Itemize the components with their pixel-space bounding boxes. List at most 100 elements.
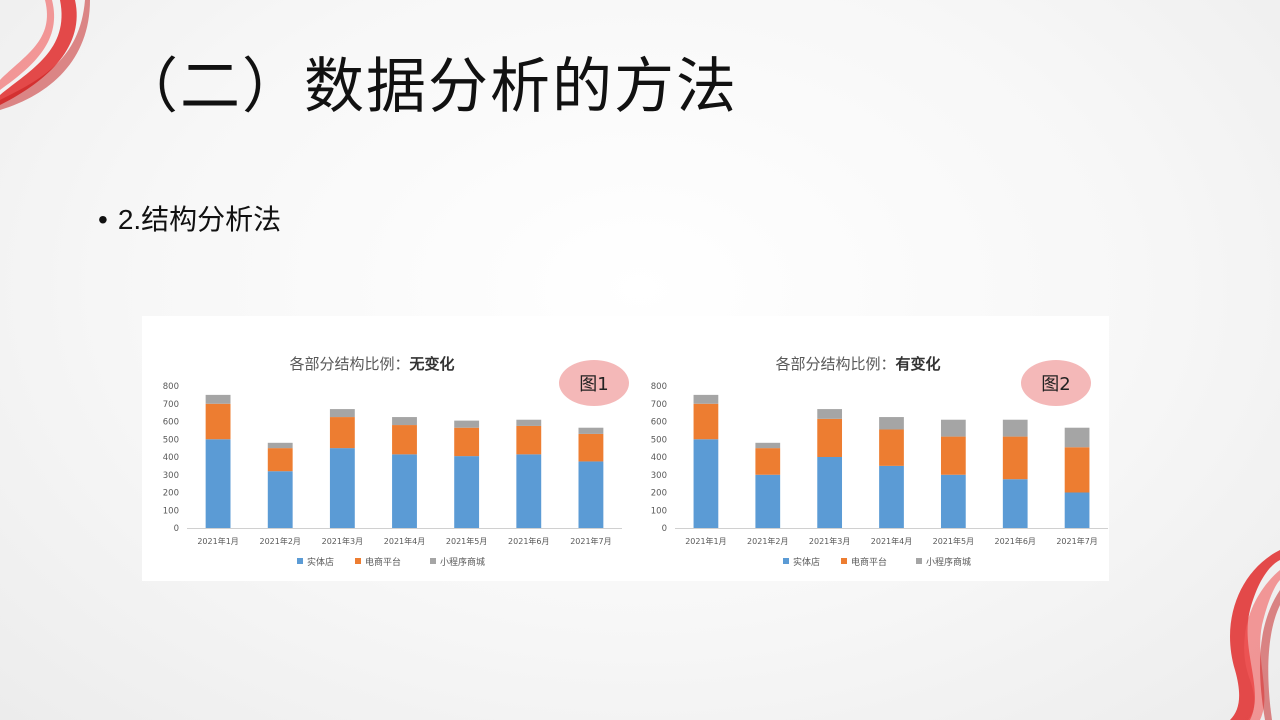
y-tick-label: 0 bbox=[662, 524, 667, 534]
slide-title: （二）数据分析的方法 bbox=[118, 52, 738, 122]
bar-segment bbox=[1002, 436, 1028, 480]
bar-segment bbox=[693, 394, 719, 404]
y-tick-label: 500 bbox=[651, 435, 667, 445]
bar-segment bbox=[267, 442, 293, 449]
charts-panel: 各部分结构比例：无变化 图1 0 100 200 300 400 500 600 700 800 20… bbox=[142, 316, 1109, 581]
legend-swatch bbox=[916, 558, 922, 564]
bullet-marker: • bbox=[98, 204, 108, 235]
bar-segment bbox=[267, 448, 293, 472]
x-tick-label: 2021年6月 bbox=[508, 536, 549, 546]
bullet-text: 2.结构分析法 bbox=[117, 204, 282, 235]
decorative-ribbon-top-left bbox=[0, 0, 90, 110]
x-tick-label: 2021年4月 bbox=[384, 536, 425, 546]
x-tick-label: 2021年5月 bbox=[933, 536, 974, 546]
x-tick-label: 2021年6月 bbox=[994, 536, 1035, 546]
y-tick-label: 100 bbox=[163, 506, 179, 516]
chart-title-prefix: 各部分结构比例： bbox=[289, 355, 409, 373]
bar-segment bbox=[755, 474, 781, 528]
y-tick-label: 0 bbox=[174, 524, 179, 534]
bar-segment bbox=[1002, 479, 1028, 528]
bar-segment bbox=[329, 409, 355, 418]
x-tick-label: 2021年7月 bbox=[570, 536, 611, 546]
bar-segment bbox=[940, 474, 966, 528]
y-tick-label: 800 bbox=[651, 382, 667, 392]
bar-segment bbox=[879, 417, 904, 430]
x-tick-label: 2021年4月 bbox=[871, 536, 912, 546]
chart-title-emphasis: 无变化 bbox=[409, 355, 455, 373]
legend-swatch bbox=[430, 558, 436, 564]
bar-segment bbox=[267, 471, 293, 528]
charts-svg: 各部分结构比例：无变化图1010020030040050060070080020… bbox=[163, 355, 1108, 568]
y-tick-label: 800 bbox=[163, 382, 179, 392]
x-tick-label: 2021年2月 bbox=[259, 536, 300, 546]
y-tick-label: 700 bbox=[651, 400, 667, 410]
bar-segment bbox=[454, 456, 480, 528]
legend-label: 小程序商城 bbox=[926, 556, 971, 568]
chart-title: 各部分结构比例：无变化 bbox=[289, 355, 454, 373]
bar-segment bbox=[392, 454, 417, 528]
bar-segment bbox=[205, 439, 231, 528]
decorative-ribbon-bottom-right bbox=[1230, 550, 1280, 720]
y-tick-label: 200 bbox=[163, 489, 179, 499]
y-tick-label: 400 bbox=[163, 453, 179, 463]
x-tick-label: 2021年2月 bbox=[747, 536, 788, 546]
y-tick-label: 600 bbox=[651, 418, 667, 428]
legend-label: 实体店 bbox=[793, 556, 820, 568]
bar-segment bbox=[693, 439, 719, 528]
x-tick-label: 2021年3月 bbox=[809, 536, 850, 546]
badge-label: 图2 bbox=[1041, 374, 1070, 395]
badge-ellipse bbox=[559, 360, 629, 406]
legend-label: 实体店 bbox=[307, 556, 334, 568]
legend-swatch bbox=[841, 558, 847, 564]
x-tick-label: 2021年3月 bbox=[322, 536, 363, 546]
y-tick-label: 600 bbox=[163, 418, 179, 428]
x-tick-label: 2021年7月 bbox=[1056, 536, 1097, 546]
bar-segment bbox=[1064, 492, 1090, 528]
bar-segment bbox=[205, 394, 231, 404]
bar-segment bbox=[693, 403, 719, 440]
chart-title-prefix: 各部分结构比例： bbox=[775, 355, 895, 373]
bullet-item: • 2.结构分析法 bbox=[98, 198, 281, 238]
bar-segment bbox=[329, 417, 355, 449]
bar-segment bbox=[755, 448, 781, 475]
bar-segment bbox=[817, 457, 843, 528]
legend-swatch bbox=[783, 558, 789, 564]
x-tick-label: 2021年1月 bbox=[685, 536, 726, 546]
bar-segment bbox=[879, 429, 904, 466]
bar-segment bbox=[879, 465, 904, 528]
badge-label: 图1 bbox=[579, 374, 608, 395]
y-tick-label: 200 bbox=[651, 489, 667, 499]
legend-label: 小程序商城 bbox=[440, 556, 485, 568]
bar-segment bbox=[516, 419, 542, 426]
y-tick-label: 300 bbox=[651, 471, 667, 481]
bar-segment bbox=[755, 442, 781, 449]
y-tick-label: 300 bbox=[163, 471, 179, 481]
x-tick-label: 2021年1月 bbox=[197, 536, 238, 546]
bar-segment bbox=[454, 427, 480, 457]
legend-swatch bbox=[297, 558, 303, 564]
legend-label: 电商平台 bbox=[365, 556, 401, 568]
bar-segment bbox=[205, 403, 231, 440]
chart-title: 各部分结构比例：有变化 bbox=[775, 355, 940, 373]
bar-segment bbox=[1064, 427, 1090, 448]
bar-segment bbox=[940, 419, 966, 437]
bar-segment bbox=[817, 409, 843, 419]
bar-segment bbox=[817, 418, 843, 457]
y-tick-label: 500 bbox=[163, 435, 179, 445]
bar-segment bbox=[940, 436, 966, 475]
bar-segment bbox=[516, 425, 542, 455]
legend-swatch bbox=[355, 558, 361, 564]
x-tick-label: 2021年5月 bbox=[446, 536, 487, 546]
bar-segment bbox=[516, 454, 542, 528]
legend-label: 电商平台 bbox=[851, 556, 887, 568]
bar-segment bbox=[578, 427, 604, 434]
bar-segment bbox=[392, 417, 417, 426]
bar-segment bbox=[454, 420, 480, 428]
bar-segment bbox=[1002, 419, 1028, 437]
bar-segment bbox=[392, 425, 417, 455]
bar-segment bbox=[578, 433, 604, 462]
y-tick-label: 700 bbox=[163, 400, 179, 410]
bar-segment bbox=[1064, 447, 1090, 493]
